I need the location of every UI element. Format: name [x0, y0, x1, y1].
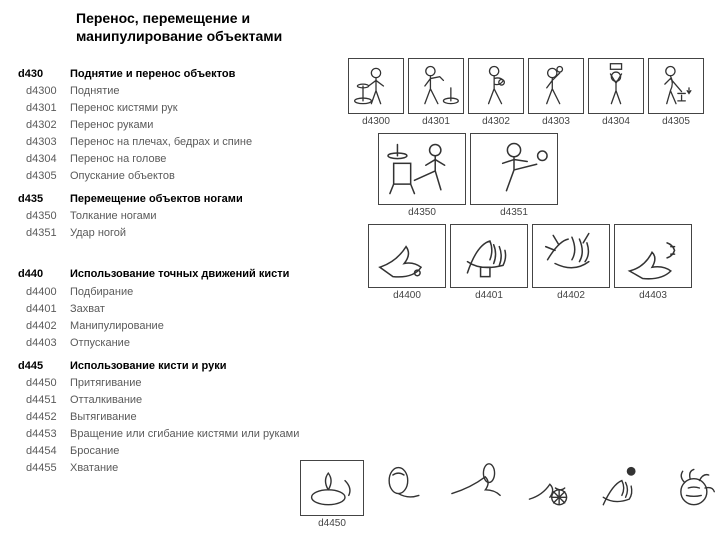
group-head-d440: d440 Использование точных движений кисти: [18, 266, 348, 283]
illus-cell: [444, 460, 508, 529]
label: Поднятие и перенос объектов: [70, 66, 235, 83]
illus-cell: d4450: [300, 460, 364, 529]
illus-cell: d4304: [588, 58, 644, 127]
illus-cell: d4351: [470, 133, 558, 218]
title-line-2: манипулирование объектами: [76, 28, 282, 44]
list-item: d4303Перенос на плечах, бедрах и спине: [18, 134, 348, 151]
figure-icon: [470, 133, 558, 205]
code: d435: [18, 191, 60, 208]
list-item: d4351Удар ногой: [18, 225, 348, 242]
caption: d4350: [378, 207, 466, 218]
page-title: Перенос, перемещение и манипулирование о…: [76, 10, 316, 45]
figure-icon: [408, 58, 464, 114]
hand-icon: [614, 224, 692, 288]
illus-cell: d4403: [614, 224, 692, 301]
caption: d4450: [300, 518, 364, 529]
code: d430: [18, 66, 60, 83]
caption: d4305: [648, 116, 704, 127]
illus-cell: d4302: [468, 58, 524, 127]
list-item: d4305Опускание объектов: [18, 168, 348, 185]
hand-icon: [372, 460, 436, 516]
illus-cell: [588, 460, 652, 529]
illus-cell: d4350: [378, 133, 466, 218]
illus-cell: d4400: [368, 224, 446, 301]
list-item: d4455Хватание: [18, 460, 348, 477]
code: d445: [18, 358, 60, 375]
hand-icon: [368, 224, 446, 288]
illus-cell: [660, 460, 720, 529]
figure-icon: [378, 133, 466, 205]
illus-row-4: d4450: [300, 460, 720, 529]
list-item: d4400Подбирание: [18, 284, 348, 301]
list-item: d4454Бросание: [18, 443, 348, 460]
title-line-1: Перенос, перемещение и: [76, 10, 250, 26]
list-item: d4302Перенос руками: [18, 117, 348, 134]
hand-icon: [588, 460, 652, 516]
caption: d4300: [348, 116, 404, 127]
hand-icon: [532, 224, 610, 288]
caption: d4304: [588, 116, 644, 127]
list-item: d4301Перенос кистями рук: [18, 100, 348, 117]
illus-row-1: d4300 d4301 d4302: [348, 58, 712, 127]
illus-cell: d4303: [528, 58, 584, 127]
list-item: d4304Перенос на голове: [18, 151, 348, 168]
illus-cell: d4401: [450, 224, 528, 301]
caption: d4303: [528, 116, 584, 127]
hand-icon: [660, 460, 720, 516]
code: d440: [18, 266, 60, 283]
illus-cell: [372, 460, 436, 529]
hand-icon: [516, 460, 580, 516]
label: Использование точных движений кисти: [70, 266, 289, 283]
group-head-d430: d430 Поднятие и перенос объектов: [18, 66, 348, 83]
caption: d4401: [450, 290, 528, 301]
label: Перемещение объектов ногами: [70, 191, 243, 208]
illus-cell: d4402: [532, 224, 610, 301]
illustration-area: d4300 d4301 d4302: [348, 58, 712, 307]
illus-cell: d4305: [648, 58, 704, 127]
list-item: d4450Притягивание: [18, 375, 348, 392]
caption: d4402: [532, 290, 610, 301]
caption: d4302: [468, 116, 524, 127]
illus-cell: d4300: [348, 58, 404, 127]
hand-icon: [444, 460, 508, 516]
figure-icon: [528, 58, 584, 114]
list-item: d4350Толкание ногами: [18, 208, 348, 225]
hand-icon: [300, 460, 364, 516]
figure-icon: [648, 58, 704, 114]
illus-row-3: d4400 d4401 d4402: [368, 224, 712, 301]
caption: d4403: [614, 290, 692, 301]
illus-row-2: d4350 d4351: [378, 133, 712, 218]
classification-list: d430 Поднятие и перенос объектов d4300По…: [18, 60, 348, 477]
group-head-d445: d445 Использование кисти и руки: [18, 358, 348, 375]
hand-icon: [450, 224, 528, 288]
list-item: d4402Манипулирование: [18, 318, 348, 335]
figure-icon: [468, 58, 524, 114]
list-item: d4403Отпускание: [18, 335, 348, 352]
caption: d4351: [470, 207, 558, 218]
list-item: d4453Вращение или сгибание кистями или р…: [18, 426, 348, 443]
list-item: d4451Отталкивание: [18, 392, 348, 409]
group-head-d435: d435 Перемещение объектов ногами: [18, 191, 348, 208]
illus-cell: d4301: [408, 58, 464, 127]
caption: d4400: [368, 290, 446, 301]
figure-icon: [588, 58, 644, 114]
caption: d4301: [408, 116, 464, 127]
label: Использование кисти и руки: [70, 358, 226, 375]
list-item: d4452Вытягивание: [18, 409, 348, 426]
list-item: d4300Поднятие: [18, 83, 348, 100]
figure-icon: [348, 58, 404, 114]
list-item: d4401Захват: [18, 301, 348, 318]
illus-cell: [516, 460, 580, 529]
